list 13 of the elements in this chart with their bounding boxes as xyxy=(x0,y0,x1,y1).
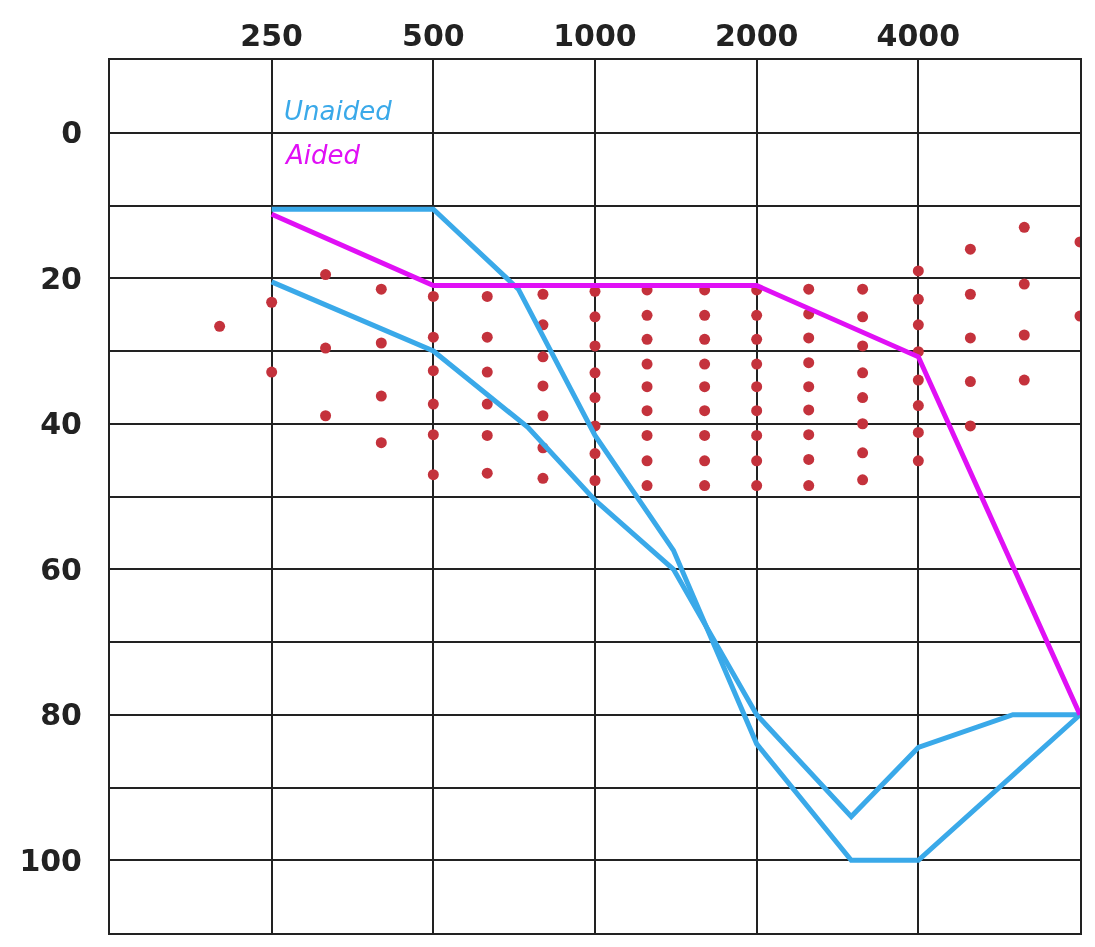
y-tick-label: 40 xyxy=(40,406,82,442)
x-tick-label: 500 xyxy=(402,18,465,53)
y-tick-label: 20 xyxy=(40,260,82,296)
y-tick-label: 100 xyxy=(19,842,82,878)
text: Unaided xyxy=(284,96,393,126)
series-label: Aided xyxy=(284,140,361,170)
y-tick-label: 0 xyxy=(61,115,82,151)
y-tick-label: 60 xyxy=(40,551,82,587)
x-tick-label: 1000 xyxy=(553,18,637,53)
x-tick-label: 250 xyxy=(240,18,303,53)
x-tick-label: 2000 xyxy=(714,18,799,53)
y-tick-label: 80 xyxy=(40,697,82,733)
x-tick-label: 4000 xyxy=(876,18,961,53)
